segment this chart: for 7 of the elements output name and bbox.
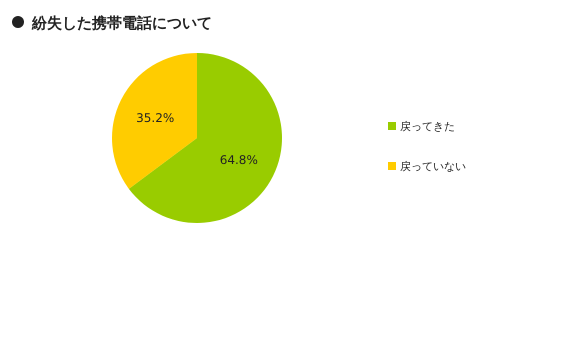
legend-label: 戻っていない bbox=[400, 160, 466, 173]
legend-label: 戻ってきた bbox=[400, 120, 455, 133]
data-label: 64.8% bbox=[220, 152, 258, 167]
data-label: 35.2% bbox=[136, 111, 174, 126]
pie-slice bbox=[128, 53, 282, 223]
pie-slice bbox=[112, 53, 197, 189]
chart-title: 紛失した携帯電話について bbox=[31, 14, 212, 32]
